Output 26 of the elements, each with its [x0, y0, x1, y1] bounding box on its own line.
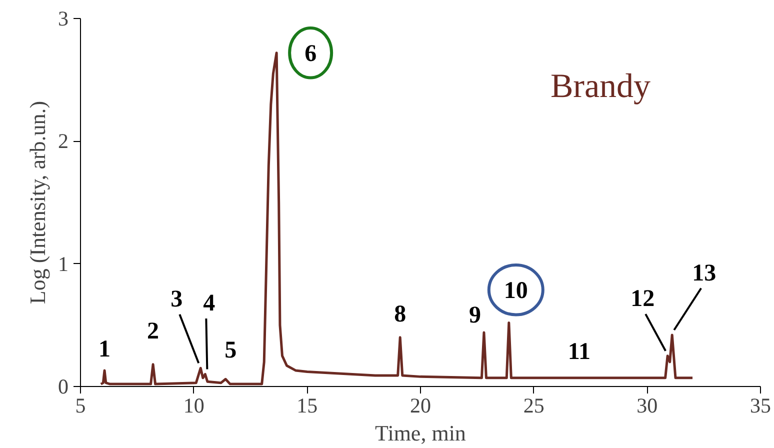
annotation: 8 — [394, 302, 406, 328]
annotation: 2 — [147, 318, 160, 345]
x-tick-label: 15 — [296, 394, 318, 418]
annotation: 13 — [692, 260, 716, 286]
annotation: 9 — [468, 302, 481, 329]
x-tick-label: 10 — [183, 394, 204, 418]
annotation: 4 — [203, 290, 216, 317]
annotation: 5 — [224, 337, 237, 364]
y-tick-label: 0 — [58, 374, 68, 398]
x-tick-label: 30 — [636, 394, 658, 418]
text: Brandy — [550, 68, 651, 105]
x-tick-label: 35 — [750, 394, 771, 418]
x-axis-title: Time, min — [375, 420, 466, 446]
y-tick-label: 1 — [58, 252, 68, 276]
y-tick-label: 3 — [58, 6, 68, 30]
annotation: 10 — [504, 278, 528, 304]
y-axis-title: Log (Intensity, arb.un.) — [25, 100, 50, 304]
annotation: 12 — [630, 286, 655, 312]
annotation: 6 — [304, 40, 317, 67]
x-tick-label: 20 — [410, 394, 431, 418]
annotation: 3 — [170, 286, 183, 312]
annotation: 1 — [98, 336, 111, 363]
x-tick-label: 5 — [75, 394, 86, 418]
y-tick-label: 2 — [58, 129, 68, 154]
x-tick-label: 25 — [523, 394, 544, 418]
annotation: 11 — [568, 339, 591, 366]
